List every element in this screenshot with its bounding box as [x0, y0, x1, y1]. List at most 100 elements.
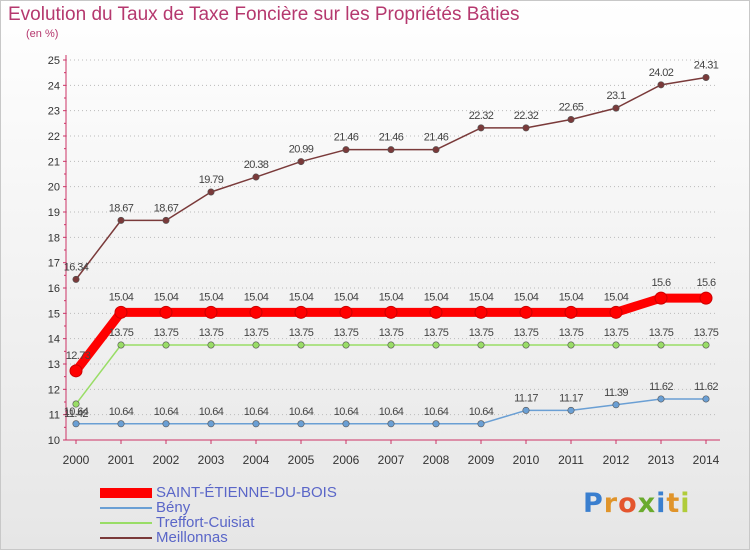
legend-label: Meillonnas — [156, 529, 228, 546]
data-label: 24.31 — [694, 59, 719, 71]
data-point — [658, 82, 664, 88]
x-tick-label: 2011 — [558, 453, 584, 467]
logo-letter: r — [604, 488, 618, 519]
data-point — [478, 342, 484, 348]
y-tick-label: 25 — [48, 55, 60, 67]
data-label: 15.04 — [244, 291, 269, 303]
data-label: 15.04 — [154, 291, 179, 303]
data-label: 22.65 — [559, 102, 584, 114]
data-label: 12.73 — [66, 350, 91, 362]
data-point — [73, 276, 79, 282]
data-label: 15.6 — [651, 277, 670, 289]
data-label: 15.04 — [334, 291, 359, 303]
chart-title: Evolution du Taux de Taxe Foncière sur l… — [8, 4, 520, 26]
x-tick-label: 2007 — [378, 453, 405, 467]
y-tick-label: 13 — [48, 359, 60, 371]
data-point — [565, 306, 577, 318]
y-tick-label: 12 — [48, 384, 60, 396]
data-label: 20.38 — [244, 159, 269, 171]
data-label: 15.04 — [289, 291, 314, 303]
data-label: 10.64 — [469, 406, 494, 418]
y-tick-label: 23 — [48, 106, 60, 118]
logo-letter: x — [638, 488, 656, 519]
data-point — [385, 306, 397, 318]
data-point — [703, 396, 709, 402]
data-point — [430, 306, 442, 318]
data-label: 13.75 — [334, 327, 359, 339]
proxiti-logo: Proxiti — [583, 488, 691, 519]
logo-letter: P — [583, 488, 604, 519]
data-label: 13.75 — [469, 327, 494, 339]
data-label: 10.64 — [109, 406, 134, 418]
y-tick-label: 18 — [48, 232, 60, 244]
data-point — [118, 421, 124, 427]
data-label: 22.32 — [514, 110, 539, 122]
data-point — [700, 292, 712, 304]
data-point — [298, 421, 304, 427]
data-label: 13.75 — [199, 327, 224, 339]
data-point — [160, 306, 172, 318]
x-tick-label: 2014 — [693, 453, 720, 467]
x-tick-label: 2000 — [63, 453, 90, 467]
data-label: 13.75 — [604, 327, 629, 339]
data-point — [388, 421, 394, 427]
data-label: 13.75 — [649, 327, 674, 339]
y-tick-label: 10 — [48, 435, 60, 447]
data-point — [250, 306, 262, 318]
data-label: 15.04 — [199, 291, 224, 303]
data-point — [703, 342, 709, 348]
data-label: 10.64 — [334, 406, 359, 418]
data-point — [610, 306, 622, 318]
logo-letter: i — [656, 488, 666, 519]
data-label: 15.04 — [424, 291, 449, 303]
data-label: 11.39 — [604, 387, 628, 399]
data-label: 23.1 — [606, 90, 625, 102]
y-tick-label: 19 — [48, 207, 60, 219]
data-label: 10.64 — [379, 406, 404, 418]
data-label: 10.64 — [199, 406, 224, 418]
y-tick-label: 20 — [48, 182, 60, 194]
chart-subtitle: (en %) — [26, 28, 58, 40]
data-point — [433, 146, 439, 152]
data-label: 11.17 — [559, 392, 583, 404]
data-label: 13.75 — [694, 327, 719, 339]
x-tick-label: 2006 — [333, 453, 360, 467]
data-point — [568, 407, 574, 413]
data-point — [205, 306, 217, 318]
data-label: 21.46 — [334, 132, 359, 144]
data-label: 13.75 — [514, 327, 539, 339]
data-label: 21.46 — [424, 132, 449, 144]
y-tick-label: 22 — [48, 131, 60, 143]
x-tick-label: 2013 — [648, 453, 675, 467]
data-label: 20.99 — [289, 144, 314, 156]
logo-letter: t — [666, 488, 680, 519]
logo-letter: o — [618, 488, 638, 519]
data-point — [343, 421, 349, 427]
data-label: 24.02 — [649, 67, 674, 79]
data-point — [343, 342, 349, 348]
data-label: 15.04 — [604, 291, 629, 303]
data-point — [388, 146, 394, 152]
data-point — [208, 189, 214, 195]
data-label: 22.32 — [469, 110, 494, 122]
data-point — [343, 146, 349, 152]
data-label: 15.04 — [514, 291, 539, 303]
data-point — [163, 342, 169, 348]
x-tick-label: 2005 — [288, 453, 315, 467]
y-tick-label: 24 — [48, 80, 60, 92]
data-point — [163, 421, 169, 427]
data-point — [433, 342, 439, 348]
data-label: 10.64 — [289, 406, 314, 418]
data-label: 10.64 — [424, 406, 449, 418]
data-point — [655, 292, 667, 304]
data-point — [118, 342, 124, 348]
data-label: 18.67 — [154, 202, 179, 214]
y-tick-label: 11 — [49, 410, 60, 422]
data-point — [253, 174, 259, 180]
data-label: 15.04 — [559, 291, 584, 303]
data-label: 10.64 — [244, 406, 269, 418]
data-point — [658, 342, 664, 348]
data-point — [658, 396, 664, 402]
data-point — [520, 306, 532, 318]
